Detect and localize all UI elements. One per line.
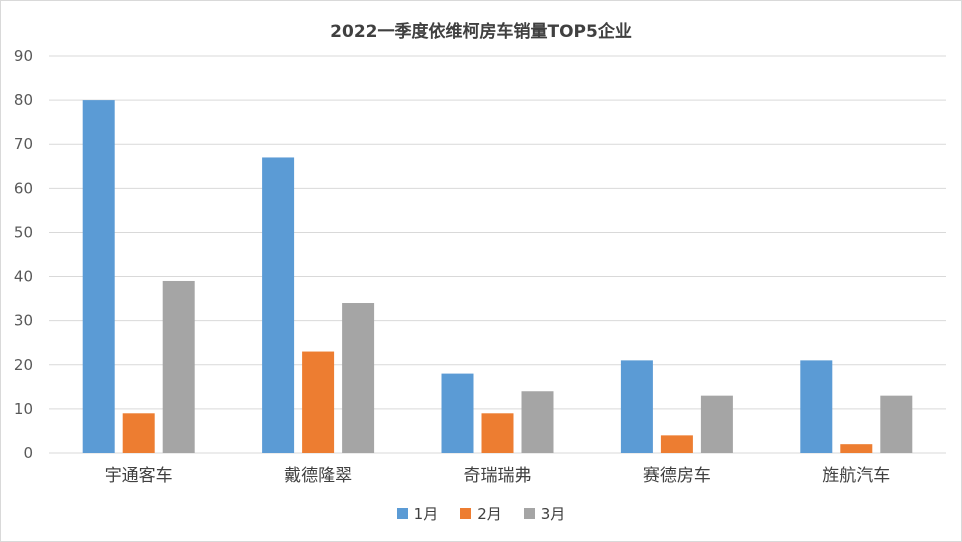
bar-5-3 <box>880 395 913 453</box>
y-tick-label: 50 <box>14 223 33 241</box>
y-tick-label: 70 <box>14 135 33 153</box>
legend-swatch <box>396 508 408 519</box>
legend-swatch <box>460 508 472 519</box>
bar-2-2 <box>302 351 335 453</box>
y-tick-label: 80 <box>14 91 33 109</box>
y-tick-label: 0 <box>23 444 33 462</box>
y-tick-label: 20 <box>14 356 33 374</box>
y-tick-label: 90 <box>14 47 33 65</box>
chart-legend: 1月 2月 3月 <box>1 503 961 524</box>
bar-3-2 <box>481 413 514 453</box>
legend-label: 3月 <box>540 505 566 523</box>
legend-item: 1月 <box>396 503 439 524</box>
legend-label: 2月 <box>477 505 502 523</box>
y-tick-label: 30 <box>14 312 33 330</box>
bar-1-1 <box>82 100 115 453</box>
bar-2-1 <box>262 157 295 453</box>
y-tick-label: 40 <box>14 268 33 286</box>
x-category-label: 旌航汽车 <box>822 466 890 486</box>
bar-4-1 <box>620 360 653 453</box>
x-category-label: 赛德房车 <box>643 465 711 486</box>
bar-5-2 <box>840 444 873 453</box>
x-category-label: 戴德隆翠 <box>284 466 352 486</box>
legend-label: 1月 <box>413 505 439 523</box>
x-category-label: 宇通客车 <box>105 466 173 486</box>
chart-title: 2022一季度依维柯房车销量TOP5企业 <box>330 22 632 42</box>
bar-5-1 <box>800 360 833 453</box>
bar-1-3 <box>162 280 195 453</box>
legend-swatch <box>523 508 535 519</box>
x-category-label: 奇瑞瑞弗 <box>464 466 532 486</box>
legend-item: 2月 <box>460 503 502 524</box>
y-tick-label: 10 <box>14 400 33 418</box>
bar-3-3 <box>521 391 554 453</box>
bar-3-1 <box>441 373 474 453</box>
bar-4-3 <box>700 395 733 453</box>
bar-2-3 <box>342 303 375 453</box>
bar-4-2 <box>660 435 693 453</box>
legend-item: 3月 <box>523 503 566 524</box>
bar-1-2 <box>122 413 155 453</box>
y-tick-label: 60 <box>14 179 33 197</box>
